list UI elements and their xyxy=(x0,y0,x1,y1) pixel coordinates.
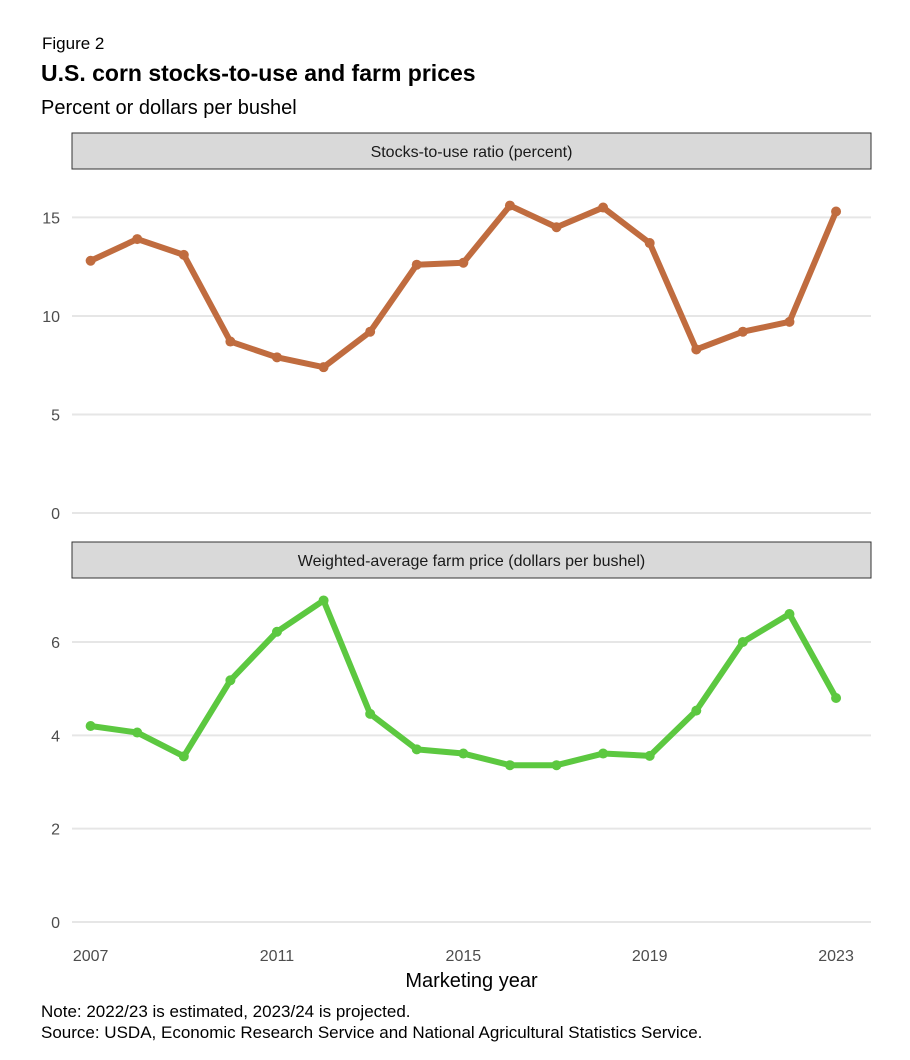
data-point-2020 xyxy=(691,705,702,716)
figure-label: Figure 2 xyxy=(42,34,105,53)
data-point-2014 xyxy=(411,259,422,270)
y-tick-label: 4 xyxy=(51,728,60,745)
x-tick-label: 2023 xyxy=(818,948,854,965)
chart-title: U.S. corn stocks-to-use and farm prices xyxy=(41,60,476,86)
data-point-2017 xyxy=(551,760,562,771)
chart-subtitle: Percent or dollars per bushel xyxy=(41,97,297,119)
data-point-2022 xyxy=(784,609,795,619)
data-point-2021 xyxy=(737,326,748,337)
data-point-2021 xyxy=(737,637,748,647)
x-axis-title: Marketing year xyxy=(405,970,538,992)
facet-strip-2 xyxy=(71,541,872,579)
facet-strip-label-1: Stocks-to-use ratio (percent) xyxy=(371,144,573,161)
x-tick-label: 2019 xyxy=(632,948,668,965)
data-point-2023 xyxy=(831,206,842,217)
data-point-2011 xyxy=(271,626,282,637)
facet-strip-1 xyxy=(71,132,872,170)
data-point-2017 xyxy=(551,222,562,233)
data-point-2013 xyxy=(365,708,376,719)
x-tick-label: 2007 xyxy=(73,948,109,965)
x-tick-label: 2015 xyxy=(446,948,482,965)
data-point-2014 xyxy=(411,744,422,755)
data-point-2012 xyxy=(318,362,329,373)
y-tick-label: 0 xyxy=(51,915,60,932)
data-point-2008 xyxy=(132,727,143,738)
y-tick-label: 15 xyxy=(42,210,60,227)
data-point-2015 xyxy=(458,257,469,268)
data-point-2013 xyxy=(365,326,376,337)
series-line-2 xyxy=(87,597,840,769)
data-point-2020 xyxy=(691,344,702,355)
y-tick-label: 6 xyxy=(51,635,60,652)
data-point-2016 xyxy=(504,200,515,211)
data-point-2019 xyxy=(644,238,655,249)
data-point-2009 xyxy=(178,249,189,260)
x-tick-label: 2011 xyxy=(260,948,295,965)
data-point-2022 xyxy=(784,316,795,327)
data-point-2012 xyxy=(318,595,329,606)
series-line-1 xyxy=(87,202,840,371)
data-point-2018 xyxy=(598,202,609,213)
y-tick-label: 5 xyxy=(51,407,60,424)
data-point-2007 xyxy=(85,721,96,731)
data-point-2011 xyxy=(271,352,282,363)
source-text: Source: USDA, Economic Research Service … xyxy=(41,1023,703,1042)
data-point-2019 xyxy=(644,750,655,761)
data-point-2018 xyxy=(598,748,609,759)
data-point-2010 xyxy=(225,675,236,686)
data-point-2023 xyxy=(831,693,842,703)
data-point-2008 xyxy=(132,234,143,245)
facet-strip-label-2: Weighted-average farm price (dollars per… xyxy=(298,553,645,570)
data-point-2010 xyxy=(225,336,236,347)
note-text: Note: 2022/23 is estimated, 2023/24 is p… xyxy=(41,1002,411,1021)
data-point-2009 xyxy=(178,751,189,762)
y-tick-label: 10 xyxy=(42,309,60,326)
data-point-2007 xyxy=(85,255,96,266)
chart-footnote: Note: 2022/23 is estimated, 2023/24 is p… xyxy=(41,1001,702,1043)
faceted-line-chart: Stocks-to-use ratio (percent) 0 5 10 15 Weigh… xyxy=(42,132,872,992)
data-point-2016 xyxy=(504,760,515,771)
data-point-2015 xyxy=(458,748,469,759)
y-tick-label: 0 xyxy=(51,506,60,523)
y-tick-label: 2 xyxy=(51,822,60,839)
